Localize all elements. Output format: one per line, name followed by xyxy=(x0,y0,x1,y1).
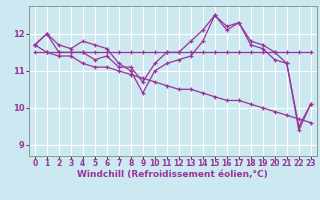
X-axis label: Windchill (Refroidissement éolien,°C): Windchill (Refroidissement éolien,°C) xyxy=(77,170,268,179)
